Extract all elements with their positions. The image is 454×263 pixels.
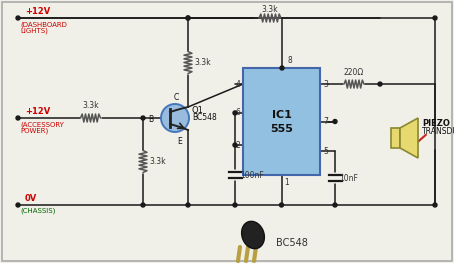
Circle shape — [233, 111, 237, 115]
Text: 555: 555 — [270, 124, 293, 134]
Text: 3.3k: 3.3k — [82, 101, 99, 110]
Text: 100nF: 100nF — [240, 170, 264, 180]
Circle shape — [186, 16, 190, 20]
Circle shape — [433, 16, 437, 20]
Circle shape — [186, 16, 190, 20]
Text: 6: 6 — [235, 108, 240, 118]
Text: C: C — [173, 93, 178, 102]
Circle shape — [280, 66, 284, 70]
Text: 0V: 0V — [25, 194, 37, 203]
Circle shape — [141, 116, 145, 120]
Ellipse shape — [242, 221, 264, 249]
Text: +12V: +12V — [25, 107, 50, 116]
Circle shape — [333, 119, 337, 124]
Text: 3: 3 — [323, 79, 328, 89]
Circle shape — [141, 203, 145, 207]
Text: 5: 5 — [323, 147, 328, 156]
Circle shape — [186, 203, 190, 207]
Text: 3.3k: 3.3k — [194, 58, 211, 67]
Bar — [391, 128, 400, 148]
Text: +12V: +12V — [25, 7, 50, 16]
Text: 220Ω: 220Ω — [344, 68, 364, 77]
Circle shape — [16, 203, 20, 207]
Text: Q1: Q1 — [192, 105, 204, 114]
Text: 3.3k: 3.3k — [149, 157, 166, 166]
Bar — [243, 68, 320, 175]
Circle shape — [16, 16, 20, 20]
Text: POWER): POWER) — [20, 128, 48, 134]
Text: LIGHTS): LIGHTS) — [20, 28, 48, 34]
Polygon shape — [400, 118, 418, 158]
Text: PIEZO: PIEZO — [422, 119, 450, 128]
Circle shape — [280, 203, 283, 207]
Circle shape — [333, 203, 337, 207]
Text: 8: 8 — [287, 56, 292, 65]
Text: 10nF: 10nF — [339, 174, 358, 183]
Circle shape — [161, 104, 189, 132]
Text: IC1: IC1 — [271, 109, 291, 119]
Circle shape — [233, 143, 237, 147]
Text: 1: 1 — [284, 178, 289, 187]
Circle shape — [378, 82, 382, 86]
Circle shape — [16, 116, 20, 120]
Circle shape — [433, 203, 437, 207]
Text: (ACCESSORY: (ACCESSORY — [20, 121, 64, 128]
Text: BC548: BC548 — [192, 114, 217, 123]
Text: BC548: BC548 — [276, 238, 308, 248]
Text: 3.3k: 3.3k — [262, 5, 278, 14]
Text: E: E — [178, 137, 183, 146]
Text: TRANSDUCER: TRANSDUCER — [422, 127, 454, 136]
Text: B: B — [148, 114, 153, 124]
Text: 7: 7 — [323, 117, 328, 126]
Text: 4: 4 — [235, 79, 240, 89]
Text: (DASHBOARD: (DASHBOARD — [20, 21, 67, 28]
Text: 2: 2 — [235, 140, 240, 150]
Circle shape — [233, 203, 237, 207]
Text: (CHASSIS): (CHASSIS) — [20, 208, 55, 215]
